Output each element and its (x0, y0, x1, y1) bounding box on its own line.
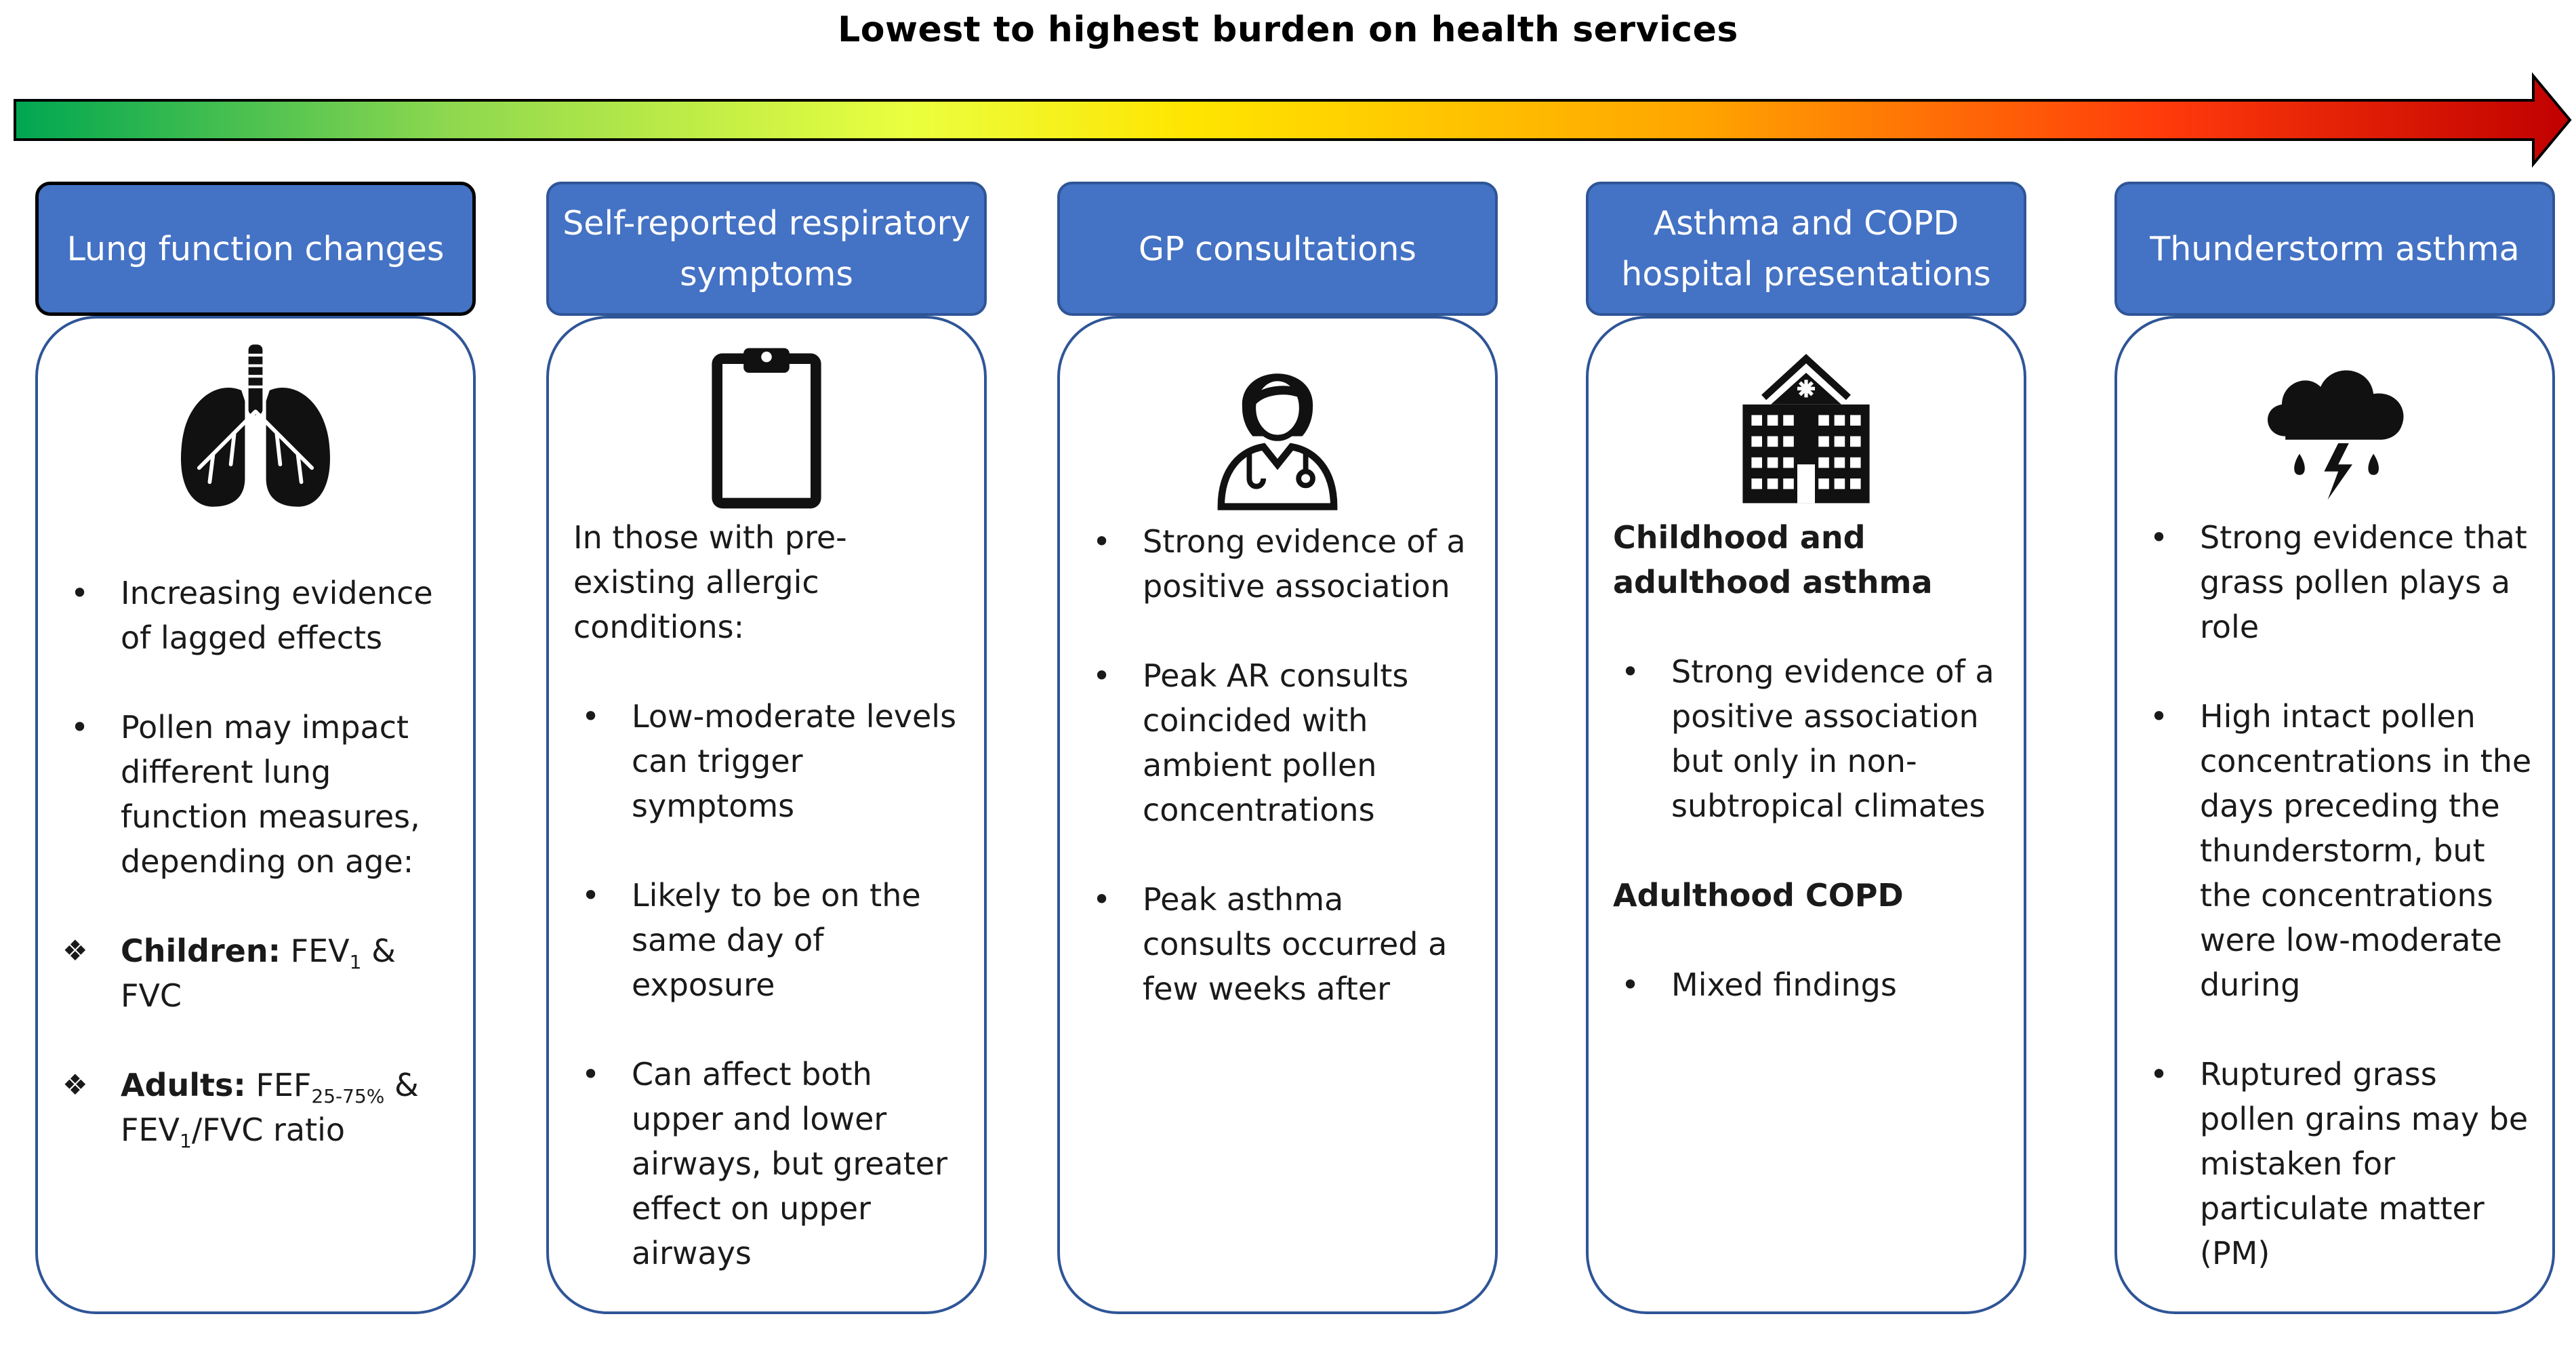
page-title: Lowest to highest burden on health servi… (838, 9, 1738, 50)
header-gp-consultations: GP consultations (1057, 182, 1498, 316)
storm-cloud-icon (2268, 370, 2404, 500)
panel-thunderstorm-asthma: Strong evidence that grass pollen plays … (2114, 316, 2555, 1314)
storm-bullet-1: Strong evidence that grass pollen plays … (2142, 515, 2533, 649)
lung-adults-item: Adults: FEF25-75% &FEV1/FVC ratio (62, 1063, 454, 1152)
gp-bullet-2: Peak AR consults coincided with ambient … (1084, 653, 1476, 832)
panel-lung-function: Increasing evidence of lagged effects Po… (35, 316, 476, 1314)
hospital-heading-copd: Adulthood COPD (1613, 877, 1904, 914)
panel-self-reported: In those with pre-existing allergic cond… (546, 316, 987, 1314)
gp-bullet-1: Strong evidence of a positive associatio… (1084, 519, 1476, 609)
header-hospital-presentations: Asthma and COPD hospital presentations (1586, 182, 2026, 316)
doctor-icon (1217, 373, 1338, 510)
storm-bullet-3: Ruptured grass pollen grains may be mist… (2142, 1052, 2533, 1276)
lungs-icon (181, 344, 330, 507)
hospital-bullet-copd: Mixed findings (1613, 962, 2005, 1007)
gp-bullet-3: Peak asthma consults occurred a few week… (1084, 877, 1476, 1011)
symptoms-bullet-1: Low-moderate levels can trigger symptoms (573, 694, 965, 828)
header-thunderstorm-asthma: Thunderstorm asthma (2114, 182, 2555, 316)
lung-bullet-1: Increasing evidence of lagged effects (62, 571, 454, 660)
burden-gradient-arrow (14, 72, 2572, 168)
hospital-icon (1742, 354, 1870, 504)
storm-bullet-2: High intact pollen concentrations in the… (2142, 694, 2533, 1007)
clipboard-icon (712, 348, 821, 509)
lung-children-item: Children: FEV1 & FVC (62, 929, 454, 1018)
panel-hospital-presentations: Childhood and adulthood asthma Strong ev… (1586, 316, 2026, 1314)
header-self-reported: Self-reported respiratory symptoms (546, 182, 987, 316)
symptoms-intro: In those with pre-existing allergic cond… (573, 519, 847, 645)
hospital-bullet-asthma: Strong evidence of a positive associatio… (1613, 649, 2005, 828)
symptoms-bullet-2: Likely to be on the same day of exposure (573, 873, 965, 1007)
lung-bullet-2: Pollen may impact different lung functio… (62, 705, 454, 884)
panel-gp-consultations: Strong evidence of a positive associatio… (1057, 316, 1498, 1314)
header-lung-function: Lung function changes (35, 182, 476, 316)
symptoms-bullet-3: Can affect both upper and lower airways,… (573, 1052, 965, 1276)
hospital-heading-asthma: Childhood and adulthood asthma (1613, 519, 1933, 600)
